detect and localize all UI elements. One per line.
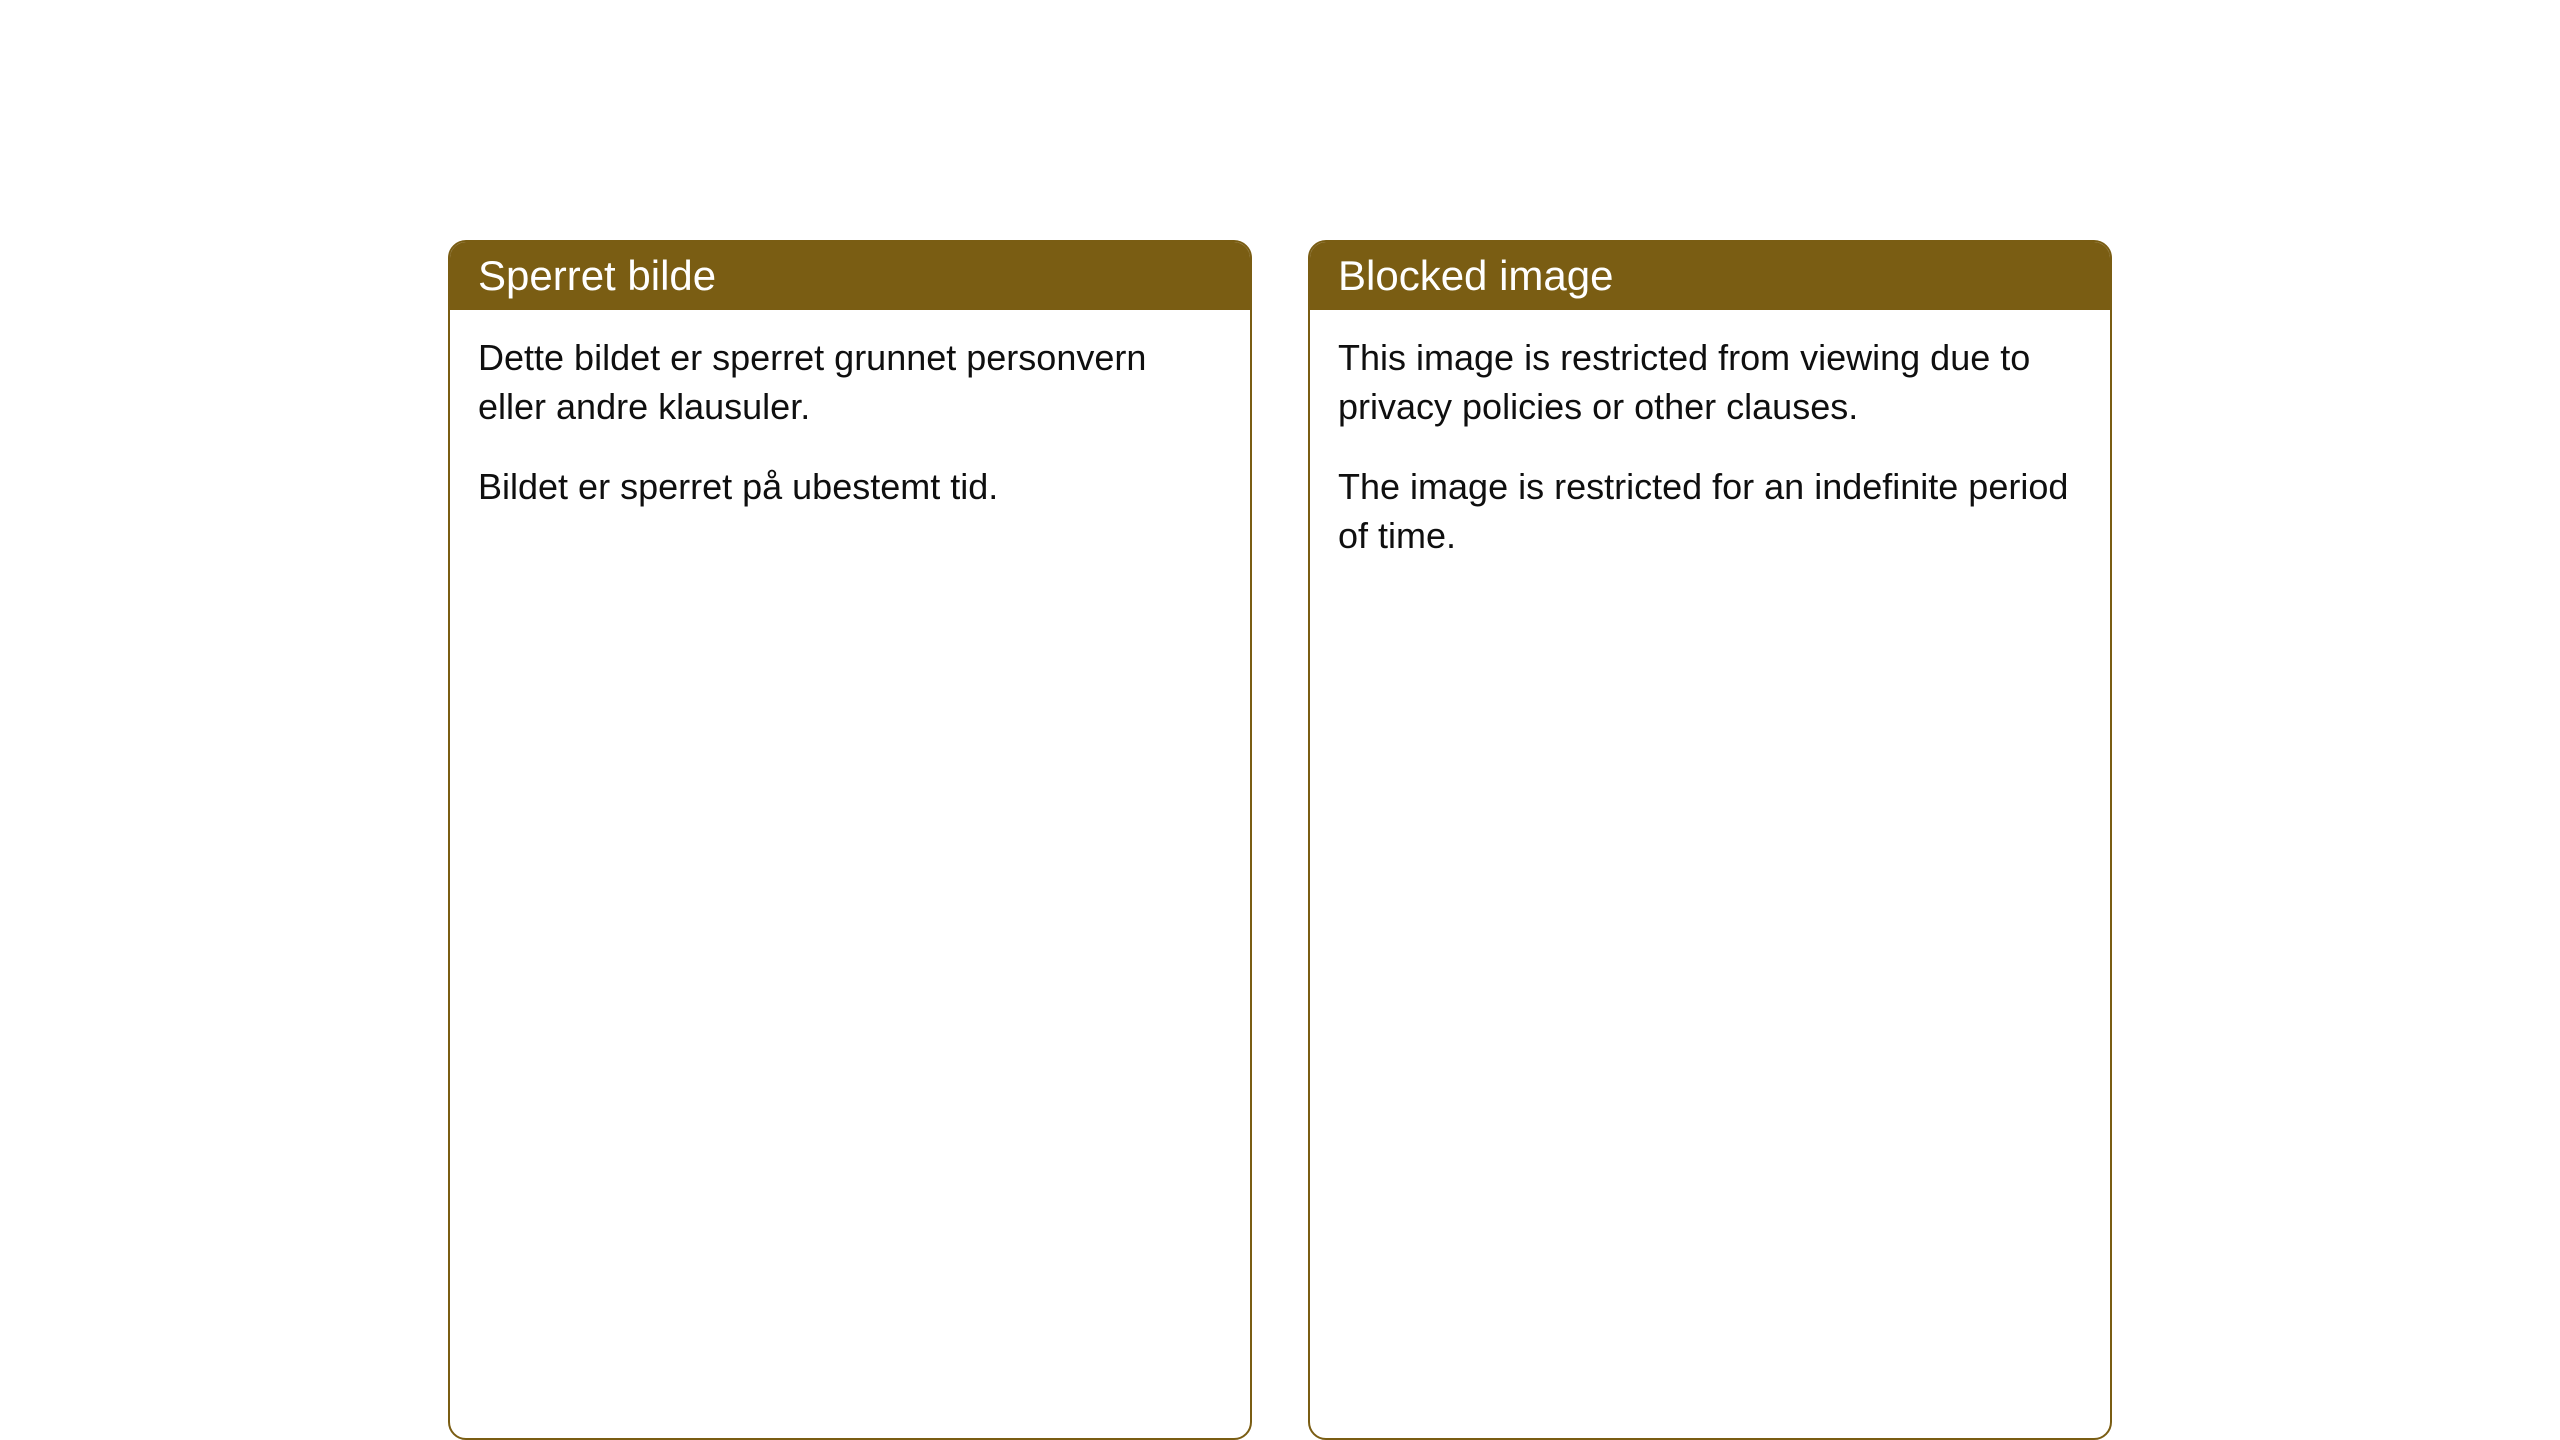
blocked-image-card-en: Blocked image This image is restricted f… xyxy=(1308,240,2112,1440)
card-body-no: Dette bildet er sperret grunnet personve… xyxy=(450,310,1250,554)
card-title-en: Blocked image xyxy=(1338,252,1613,299)
card-body-en: This image is restricted from viewing du… xyxy=(1310,310,2110,602)
notice-container: Sperret bilde Dette bildet er sperret gr… xyxy=(448,240,2112,1440)
blocked-image-card-no: Sperret bilde Dette bildet er sperret gr… xyxy=(448,240,1252,1440)
card-para2-no: Bildet er sperret på ubestemt tid. xyxy=(478,463,1222,512)
card-para1-en: This image is restricted from viewing du… xyxy=(1338,334,2082,431)
card-para1-no: Dette bildet er sperret grunnet personve… xyxy=(478,334,1222,431)
card-title-no: Sperret bilde xyxy=(478,252,716,299)
card-header-en: Blocked image xyxy=(1310,242,2110,310)
card-para2-en: The image is restricted for an indefinit… xyxy=(1338,463,2082,560)
card-header-no: Sperret bilde xyxy=(450,242,1250,310)
